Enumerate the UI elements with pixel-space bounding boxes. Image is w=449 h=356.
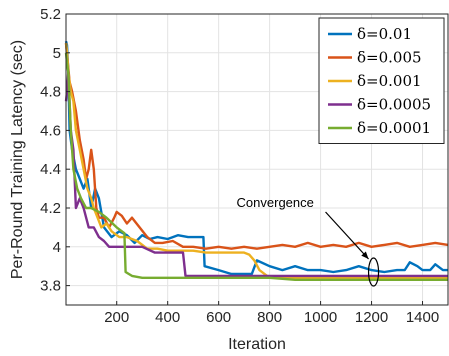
y-tick-label: 4.6 (40, 122, 61, 139)
convergence-ellipse (367, 257, 380, 287)
y-tick-label: 4.8 (40, 84, 61, 101)
legend-label-3: δ=0.001 (357, 72, 422, 90)
legend-label-4: δ=0.0005 (357, 96, 431, 114)
x-tick-label: 1000 (304, 309, 337, 326)
axes-box (65, 13, 449, 306)
x-tick-label: 800 (257, 309, 282, 326)
legend: δ=0.01 δ=0.005 δ=0.001 δ=0.0005 δ=0.0001 (318, 17, 445, 144)
x-tick-label: 400 (155, 309, 180, 326)
y-tick-label: 5.2 (40, 6, 61, 23)
annotation: Convergence (237, 195, 380, 287)
plot-area (64, 40, 449, 281)
annotation-label: Convergence (237, 195, 314, 210)
annotation-arrowhead (361, 251, 369, 260)
legend-label-1: δ=0.01 (357, 25, 412, 43)
y-tick-label: 4 (53, 239, 61, 256)
x-tick-label: 200 (104, 309, 129, 326)
x-axis-label: Iteration (228, 336, 286, 353)
y-tick-label: 3.8 (40, 278, 61, 295)
x-tick-label: 1400 (406, 309, 439, 326)
series-line-2 (64, 42, 449, 250)
y-tick-label: 4.4 (40, 161, 61, 178)
annotation-arrow (325, 211, 369, 260)
series-line-3 (64, 42, 448, 279)
series-line-5 (64, 52, 448, 281)
ticks: 200 400 600 800 1000 1200 1400 3.8 4 4.2 4.4 4.6 4.8… (40, 6, 439, 326)
y-tick-label: 5 (53, 45, 61, 62)
y-axis-label: Per-Round Training Latency (sec) (9, 40, 26, 279)
x-tick-label: 600 (206, 309, 231, 326)
y-tick-label: 4.2 (40, 200, 61, 217)
legend-label-2: δ=0.005 (357, 49, 422, 67)
series-line-4 (64, 71, 448, 278)
legend-label-5: δ=0.0001 (357, 119, 431, 137)
x-tick-label: 1200 (355, 309, 388, 326)
